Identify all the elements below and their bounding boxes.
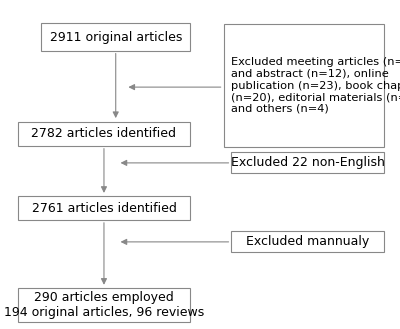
FancyBboxPatch shape (41, 23, 190, 51)
FancyBboxPatch shape (231, 152, 384, 173)
FancyBboxPatch shape (18, 288, 190, 322)
FancyBboxPatch shape (224, 24, 384, 147)
Text: Excluded 22 non-English: Excluded 22 non-English (231, 156, 385, 169)
FancyBboxPatch shape (231, 231, 384, 252)
Text: 2911 original articles: 2911 original articles (50, 31, 182, 44)
Text: Excluded mannualy: Excluded mannualy (246, 235, 370, 248)
FancyBboxPatch shape (18, 122, 190, 146)
Text: 2761 articles identified: 2761 articles identified (32, 202, 176, 215)
Text: 290 articles employed
194 original articles, 96 reviews: 290 articles employed 194 original artic… (4, 291, 204, 319)
Text: Excluded meeting articles (n=55)
and abstract (n=12), online
publication (n=23),: Excluded meeting articles (n=55) and abs… (230, 57, 400, 114)
FancyBboxPatch shape (18, 196, 190, 220)
Text: 2782 articles identified: 2782 articles identified (32, 127, 176, 140)
